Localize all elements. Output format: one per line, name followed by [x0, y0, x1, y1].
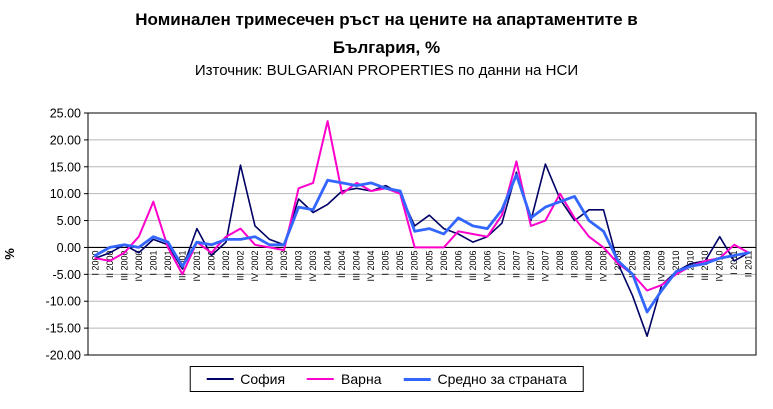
x-tick-label: I 2008 [555, 250, 565, 275]
x-tick-label: II 2008 [569, 250, 579, 278]
x-tick-label: I 2001 [148, 250, 158, 275]
legend-item-varna: Варна [307, 371, 381, 387]
x-tick-label: III 2009 [642, 250, 652, 280]
legend-line-sample-sofia [206, 378, 234, 380]
x-tick-label: IV 2007 [540, 250, 550, 281]
y-tick-label: 10.00 [50, 187, 81, 201]
y-tick-label: 5.00 [57, 214, 81, 228]
x-tick-label: I 2007 [497, 250, 507, 275]
x-tick-label: I 2000 [90, 250, 100, 275]
x-tick-label: III 2002 [235, 250, 245, 280]
x-tick-label: I 2006 [439, 250, 449, 275]
legend-item-country-average: Средно за страната [403, 371, 567, 387]
x-tick-label: III 2003 [294, 250, 304, 280]
x-tick-label: III 2010 [700, 250, 710, 280]
y-axis-title: % [2, 248, 17, 260]
x-tick-label: IV 2005 [424, 250, 434, 281]
x-tick-label: II 2000 [105, 250, 115, 278]
x-tick-label: II 2009 [628, 250, 638, 278]
x-tick-label: IV 2009 [657, 250, 667, 281]
x-tick-label: II 2004 [337, 250, 347, 278]
y-tick-label: 25.00 [50, 107, 81, 121]
y-tick-label: 20.00 [50, 133, 81, 147]
x-tick-label: III 2004 [352, 250, 362, 280]
x-tick-label: II 2011 [744, 250, 754, 277]
line-chart: 25.00 20.00 15.00 10.00 5.00 0.00 -5.00 -10.00 -… [2, 107, 757, 363]
y-tick-label: 15.00 [50, 160, 81, 174]
chart-title: Номинален тримесечен ръст на цените на а… [0, 6, 773, 62]
x-tick-label: II 2006 [453, 250, 463, 278]
x-tick-label: IV 2002 [250, 250, 260, 281]
x-tick-label: IV 2010 [715, 250, 725, 281]
chart-title-line2: България, % [332, 38, 441, 58]
legend-label-varna: Варна [341, 371, 382, 387]
x-tick-label: I 2002 [206, 250, 216, 275]
x-tick-label: IV 2008 [599, 250, 609, 281]
x-tick-label: III 2000 [119, 250, 129, 280]
x-tick-label: III 2008 [584, 250, 594, 280]
plot-border [87, 112, 757, 356]
x-tick-label: II 2003 [279, 250, 289, 278]
y-tick-label: 0.00 [57, 241, 81, 255]
x-tick-label: I 2003 [265, 250, 275, 275]
x-tick-label: III 2005 [410, 250, 420, 280]
x-tick-label: IV 2004 [366, 250, 376, 281]
series-line-2 [93, 173, 751, 314]
x-tick-label: I 2011 [729, 250, 739, 274]
y-tick-label: -5.00 [53, 268, 82, 282]
legend-item-sofia: София [206, 371, 285, 387]
x-tick-label: II 2007 [511, 250, 521, 278]
x-tick-label: III 2007 [526, 250, 536, 280]
series-line-1 [94, 120, 750, 292]
x-tick-label: III 2006 [468, 250, 478, 280]
legend-label-country-average: Средно за страната [437, 371, 567, 387]
legend: София Варна Средно за страната [189, 366, 584, 392]
x-tick-label: II 2005 [395, 250, 405, 278]
y-tick-label: -10.00 [46, 295, 81, 309]
x-tick-label: I 2010 [671, 250, 681, 275]
x-tick-label: I 2004 [323, 250, 333, 275]
legend-line-sample-varna [307, 378, 335, 380]
x-tick-label: IV 2006 [482, 250, 492, 281]
x-tick-label: IV 2001 [192, 250, 202, 281]
y-tick-label: -15.00 [46, 322, 81, 336]
x-tick-label: IV 2003 [308, 250, 318, 281]
y-tick-label: -20.00 [46, 349, 81, 363]
legend-label-sofia: София [240, 371, 286, 387]
x-tick-label: II 2002 [221, 250, 231, 278]
chart-title-line1: Номинален тримесечен ръст на цените на а… [135, 10, 638, 29]
x-tick-label: IV 2000 [134, 250, 144, 281]
chart-subtitle: Източник: BULGARIAN PROPERTIES по данни … [194, 62, 579, 79]
x-tick-label: II 2001 [163, 250, 173, 278]
legend-line-sample-country-average [403, 377, 431, 381]
x-tick-label: I 2005 [381, 250, 391, 275]
